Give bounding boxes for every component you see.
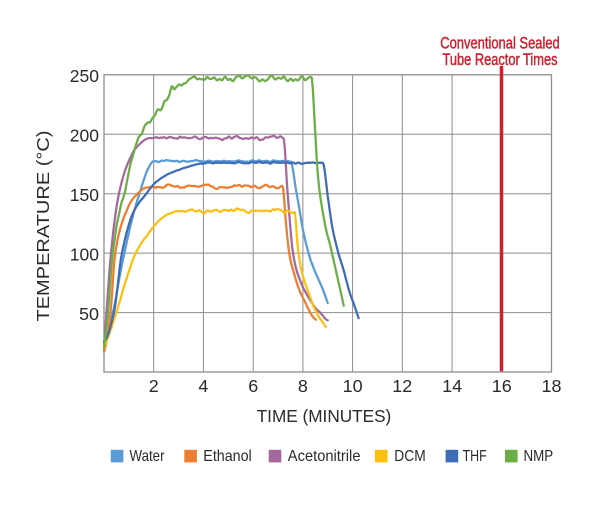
svg-text:THF: THF [463,448,487,465]
svg-text:150: 150 [70,185,99,205]
svg-text:10: 10 [343,376,363,396]
svg-text:14: 14 [442,376,462,396]
svg-text:TIME (MINUTES): TIME (MINUTES) [257,406,392,426]
svg-text:Acetonitrile: Acetonitrile [288,448,361,465]
svg-text:Conventional Sealed: Conventional Sealed [440,35,560,53]
svg-text:50: 50 [79,304,99,324]
svg-text:Water: Water [130,448,166,465]
svg-text:16: 16 [492,376,512,396]
svg-text:6: 6 [248,376,258,396]
svg-text:8: 8 [298,376,308,396]
svg-text:18: 18 [542,376,562,396]
svg-text:200: 200 [70,126,99,146]
svg-text:TEMPERATURE (°C): TEMPERATURE (°C) [33,131,53,322]
svg-text:NMP: NMP [524,448,554,465]
svg-text:DCM: DCM [394,448,425,465]
svg-text:Tube Reactor Times: Tube Reactor Times [443,51,558,69]
svg-text:4: 4 [198,376,208,396]
svg-text:12: 12 [392,376,412,396]
svg-text:100: 100 [70,244,99,264]
svg-text:2: 2 [149,376,159,396]
svg-text:250: 250 [70,66,99,86]
svg-text:Ethanol: Ethanol [203,448,251,465]
